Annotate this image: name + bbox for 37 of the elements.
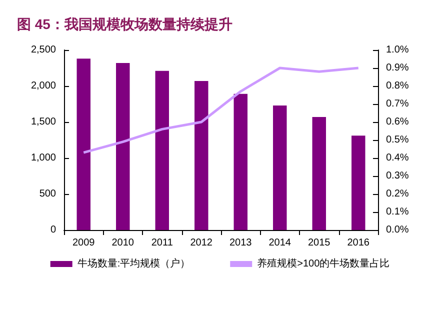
y-tick-label: 1,500 (30, 116, 56, 128)
y2-tick-label: 0.4% (386, 152, 409, 164)
y-tick-label: 2,000 (30, 80, 56, 92)
bar (352, 136, 366, 230)
bar (116, 62, 130, 230)
x-tick-label: 2010 (112, 238, 134, 248)
line-series (82, 66, 360, 154)
x-tick-label: 2009 (72, 238, 96, 248)
y2-tick-label: 0.8% (386, 80, 409, 92)
legend-label: 养殖规模>100的牛场数量占比 (257, 258, 390, 270)
bar (273, 105, 287, 230)
y2-tick-label: 0.3% (386, 170, 409, 182)
bar (76, 58, 90, 230)
x-tick-label: 2016 (347, 238, 370, 248)
bar (194, 80, 208, 230)
y-tick-label: 2,500 (30, 44, 56, 56)
chart-title: 图 45：我国规模牧场数量持续提升 (17, 16, 232, 32)
bar (234, 94, 248, 230)
x-tick-label: 2011 (151, 238, 174, 248)
y2-tick-label: 0.7% (386, 98, 409, 110)
legend-label: 牛场数量:平均规模（户） (77, 258, 190, 270)
y-tick-label: 1,000 (30, 152, 56, 164)
y2-tick-label: 0.0% (386, 224, 409, 236)
y-tick-label: 0 (50, 224, 56, 236)
y2-tick-label: 0.5% (386, 134, 409, 146)
x-tick-label: 2015 (308, 238, 331, 248)
y2-tick-label: 0.1% (386, 206, 409, 218)
x-tick-label: 2014 (268, 238, 292, 248)
y2-tick-label: 0.6% (386, 116, 409, 128)
x-tick-label: 2013 (230, 238, 252, 248)
bar (312, 116, 326, 230)
y-tick-label: 500 (39, 188, 56, 200)
y2-tick-label: 1.0% (386, 44, 409, 56)
x-tick-label: 2012 (190, 238, 213, 248)
y2-tick-label: 0.2% (386, 188, 409, 200)
bar (155, 70, 169, 230)
y2-tick-label: 0.9% (386, 62, 409, 74)
